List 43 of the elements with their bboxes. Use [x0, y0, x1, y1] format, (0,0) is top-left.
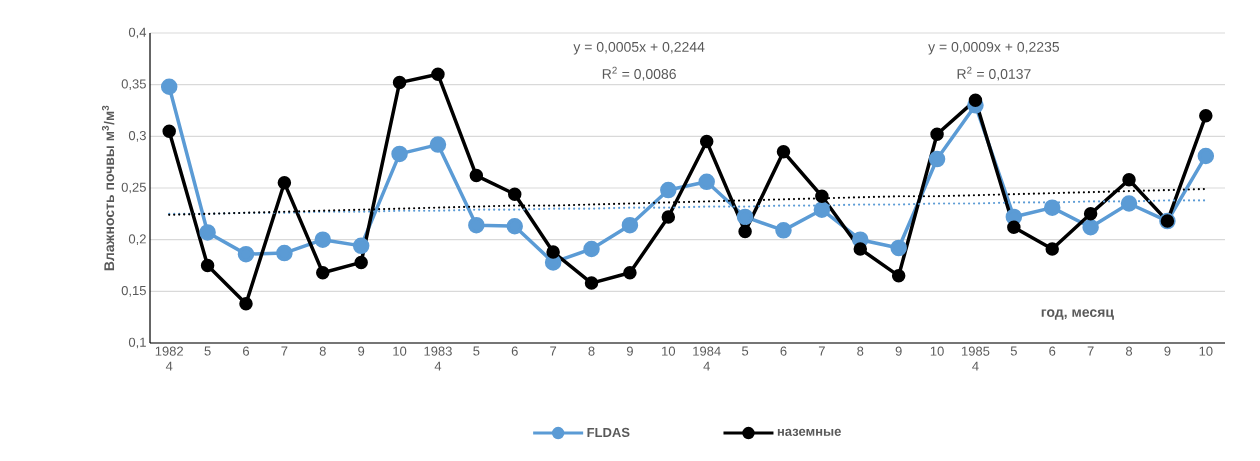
x-tick-label: 5	[473, 346, 480, 356]
x-tick-label: 8	[857, 346, 864, 356]
x-tick-label: 1983 4	[424, 346, 452, 371]
x-tick-label: 6	[511, 346, 518, 356]
x-tick-label: 9	[895, 346, 902, 356]
x-tick-label: 6	[243, 346, 250, 356]
x-tick-label: 7	[550, 346, 557, 356]
y-tick-label: 0,4	[128, 27, 147, 39]
x-tick-label: 1982 4	[155, 346, 183, 371]
x-tick-label: 10	[930, 346, 944, 356]
y-tick-label: 0,2	[128, 234, 146, 246]
annotation: R$^{2}$ = 0,0086	[602, 66, 676, 81]
annotation: y = 0,0009x + 0,2235	[928, 41, 1060, 55]
x-tick-label: 8	[1125, 346, 1133, 356]
x-tick-label: 7	[281, 346, 288, 356]
x-tick-label: 10	[662, 346, 676, 356]
x-tick-label: 7	[1087, 346, 1094, 356]
x-tick-label: 9	[626, 346, 633, 356]
y-tick-label: 0,15	[121, 285, 146, 297]
x-tick-label: 5	[204, 346, 211, 356]
y-tick-label: 0,3	[128, 130, 146, 142]
legend-label: FLDAS	[587, 427, 630, 437]
x-tick-label: 9	[1164, 346, 1171, 356]
x-tick-label: 6	[780, 346, 787, 356]
y-tick-label: 0,25	[121, 182, 146, 194]
x-tick-label: 10	[1199, 346, 1213, 356]
y-axis-title: Влажность почвы м$^{3}$/м$^{3}$	[101, 105, 115, 271]
annotation: R$^{2}$ = 0,0137	[957, 66, 1031, 81]
annotation: y = 0,0005x + 0,2244	[573, 41, 705, 55]
x-tick-label: 5	[1010, 346, 1017, 356]
x-tick-label: 6	[1049, 346, 1056, 356]
x-tick-label: 7	[818, 346, 825, 356]
x-tick-label: 5	[742, 346, 749, 356]
x-tick-label: 8	[319, 346, 326, 356]
y-tick-label: 0,35	[121, 79, 146, 91]
x-tick-label: 1985 4	[961, 346, 990, 371]
x-tick-label: 1984 4	[693, 346, 721, 371]
x-tick-label: 9	[358, 346, 365, 356]
y-tick-label: 0,1	[128, 337, 146, 349]
x-tick-label: 8	[588, 346, 595, 356]
legend-label: наземные	[777, 428, 841, 436]
x-tick-label: 10	[393, 346, 407, 356]
x-axis-title: год, месяц	[1041, 309, 1114, 320]
